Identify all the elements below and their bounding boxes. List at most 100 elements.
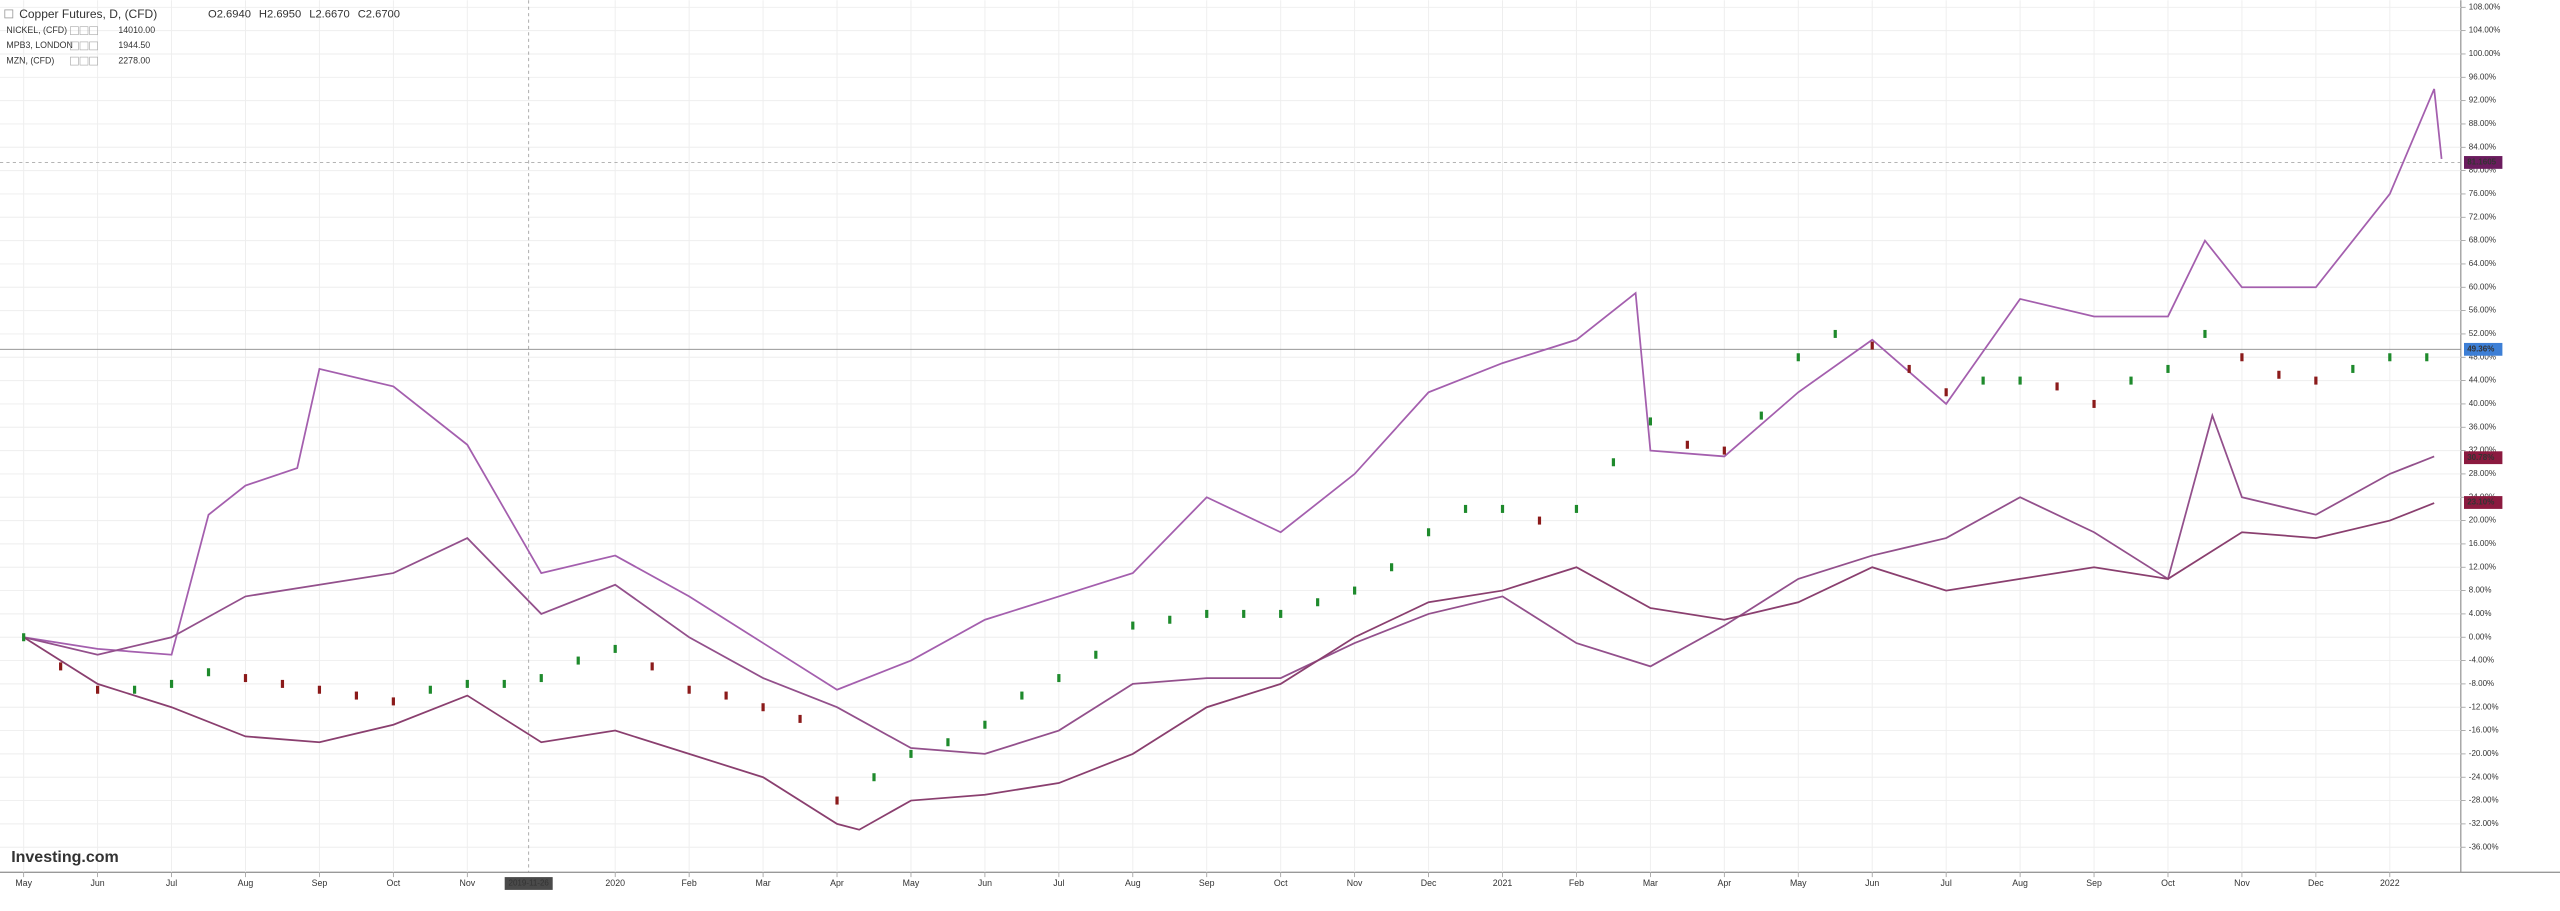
crosshair-label: 2019-11-26 <box>509 879 550 888</box>
legend-icon[interactable] <box>89 26 98 36</box>
ohlc-value: O2.6940 <box>208 9 251 21</box>
candle <box>206 668 211 677</box>
candle <box>2166 364 2170 373</box>
candle <box>1205 609 1209 618</box>
y-tick-label: 8.00% <box>2469 586 2492 595</box>
candle <box>1057 674 1061 683</box>
x-tick-label: Jul <box>166 878 177 888</box>
candle <box>687 685 691 694</box>
candle <box>724 691 728 700</box>
candle <box>1574 504 1579 513</box>
legend-icon[interactable] <box>89 41 98 51</box>
candle <box>2388 353 2392 362</box>
series-line <box>23 88 2443 691</box>
candle <box>132 685 137 694</box>
candle <box>650 662 654 671</box>
candle <box>1279 609 1283 618</box>
y-tick-label: 84.00% <box>2469 142 2496 151</box>
y-tick-label: 36.00% <box>2469 422 2496 431</box>
candle <box>761 703 765 712</box>
x-tick-label: Jun <box>978 878 992 888</box>
candle <box>2092 399 2096 408</box>
y-tick-label: 20.00% <box>2469 516 2496 525</box>
candle <box>1944 388 1948 397</box>
x-tick-label: 2020 <box>605 878 625 888</box>
y-tick-label: 64.00% <box>2469 259 2496 268</box>
series-line <box>23 502 2435 831</box>
x-tick-label: Nov <box>459 878 475 888</box>
logo: Investing.com <box>11 849 119 866</box>
y-tick-label: -36.00% <box>2469 842 2499 851</box>
collapse-icon[interactable] <box>4 9 14 19</box>
y-tick-label: 28.00% <box>2469 469 2496 478</box>
candle <box>1094 650 1098 659</box>
y-tick-label: 16.00% <box>2469 539 2496 548</box>
price-tag-label: 81.1605 <box>2467 158 2496 167</box>
y-tick-label: 12.00% <box>2469 562 2496 571</box>
x-tick-label: Aug <box>1125 878 1141 888</box>
y-tick-label: 40.00% <box>2469 399 2496 408</box>
candle <box>96 685 100 694</box>
candle <box>1242 609 1246 618</box>
y-tick-label: 32.00% <box>2469 446 2496 455</box>
candle <box>2351 364 2355 373</box>
candle <box>1870 341 1874 350</box>
x-tick-label: May <box>903 878 920 888</box>
y-tick-label: 104.00% <box>2469 26 2501 35</box>
legend-icon[interactable] <box>70 41 79 51</box>
legend-icon[interactable] <box>89 56 98 66</box>
candle <box>835 796 839 805</box>
candle <box>22 633 26 642</box>
y-tick-label: -12.00% <box>2469 702 2499 711</box>
y-tick-label: 92.00% <box>2469 96 2496 105</box>
ohlc-value: C2.6700 <box>358 9 400 21</box>
candle <box>1168 615 1172 624</box>
price-tag <box>2464 496 2503 509</box>
candle <box>1500 504 1505 513</box>
candle <box>1722 446 1726 455</box>
candle <box>1426 528 1431 537</box>
x-tick-label: Jun <box>1865 878 1879 888</box>
y-tick-label: 0.00% <box>2469 632 2492 641</box>
legend-icon[interactable] <box>70 26 79 36</box>
legend-icon[interactable] <box>79 56 89 66</box>
candle <box>1389 563 1394 572</box>
x-tick-label: Feb <box>1569 878 1584 888</box>
candle <box>1833 329 1837 338</box>
legend-value: 2278.00 <box>118 55 150 65</box>
x-tick-label: Sep <box>312 878 328 888</box>
x-tick-label: May <box>1790 878 1807 888</box>
candle <box>983 720 987 729</box>
candle <box>2129 376 2133 385</box>
y-tick-label: 88.00% <box>2469 119 2496 128</box>
candle <box>2018 376 2022 385</box>
candle <box>280 679 285 688</box>
candle <box>1316 598 1320 607</box>
y-tick-label: -8.00% <box>2469 679 2494 688</box>
y-tick-label: 48.00% <box>2469 352 2496 361</box>
legend-icon[interactable] <box>79 41 89 51</box>
y-tick-label: -20.00% <box>2469 749 2499 758</box>
candle <box>243 674 248 683</box>
legend-icon[interactable] <box>70 56 79 66</box>
candle <box>1131 621 1135 630</box>
x-tick-label: Jul <box>1941 878 1952 888</box>
candle <box>2425 353 2429 362</box>
y-tick-label: -4.00% <box>2469 656 2494 665</box>
candle <box>169 679 174 688</box>
legend-name: MPB3, LONDON <box>6 40 72 50</box>
candle <box>391 697 395 706</box>
candle <box>2277 370 2281 379</box>
candle <box>1463 504 1468 513</box>
legend-name: MZN, (CFD) <box>6 55 54 65</box>
candle <box>1796 353 1800 362</box>
x-tick-label: Nov <box>1347 878 1363 888</box>
x-tick-label: 2021 <box>1493 878 1513 888</box>
ohlc-value: L2.6670 <box>309 9 349 21</box>
candle <box>354 691 359 700</box>
ohlc-values: O2.6940 H2.6950 L2.6670 C2.6700 <box>208 9 400 21</box>
y-tick-label: 96.00% <box>2469 72 2496 81</box>
candle <box>502 679 506 688</box>
legend-icon[interactable] <box>79 26 89 36</box>
